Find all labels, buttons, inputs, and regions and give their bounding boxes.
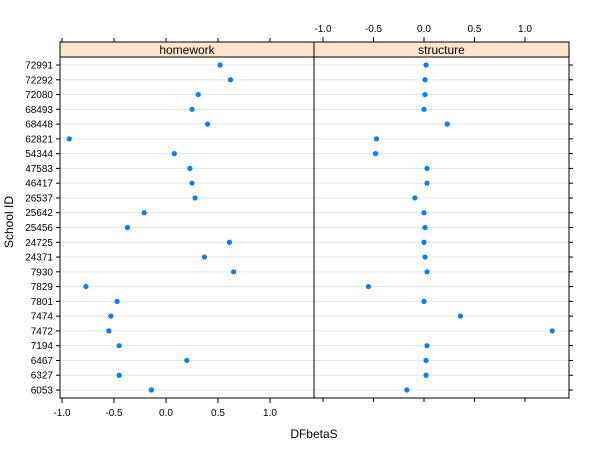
data-point bbox=[421, 298, 427, 304]
data-point bbox=[422, 77, 428, 83]
x-tick-label: 0.0 bbox=[417, 24, 431, 35]
x-tick-label: -1.0 bbox=[53, 408, 71, 419]
y-tick-label: 24725 bbox=[25, 238, 53, 249]
data-point bbox=[192, 195, 198, 201]
data-point bbox=[549, 328, 555, 334]
x-tick-label: -0.5 bbox=[365, 24, 383, 35]
data-point bbox=[116, 343, 122, 349]
y-tick-label: 46417 bbox=[25, 179, 53, 190]
data-point bbox=[83, 283, 89, 290]
data-point bbox=[66, 136, 72, 142]
data-point bbox=[226, 239, 233, 245]
panel-strip-label: structure bbox=[418, 43, 465, 57]
data-point bbox=[187, 165, 193, 172]
y-tick-label: 72292 bbox=[25, 75, 53, 86]
data-point bbox=[422, 224, 428, 231]
data-point bbox=[124, 224, 131, 231]
data-point bbox=[231, 269, 237, 275]
data-point bbox=[148, 387, 155, 393]
data-point bbox=[189, 106, 195, 112]
y-tick-label: 47583 bbox=[25, 164, 53, 175]
data-point bbox=[373, 136, 380, 142]
y-tick-label: 6327 bbox=[31, 371, 54, 382]
panel-strip-label: homework bbox=[159, 43, 215, 57]
panels: homework structure bbox=[59, 41, 570, 399]
data-point bbox=[424, 165, 430, 172]
y-tick-label: 7474 bbox=[31, 312, 54, 323]
data-point bbox=[421, 210, 427, 216]
x-tick-label: -1.0 bbox=[314, 24, 332, 35]
data-point bbox=[422, 254, 428, 260]
data-point bbox=[372, 151, 379, 157]
data-point bbox=[412, 195, 418, 201]
data-point bbox=[217, 62, 223, 68]
data-point bbox=[195, 91, 201, 98]
data-point bbox=[171, 151, 177, 157]
data-point bbox=[141, 210, 147, 216]
data-point bbox=[108, 313, 114, 319]
y-tick-label: 7801 bbox=[31, 297, 54, 308]
data-point bbox=[184, 357, 190, 364]
data-point bbox=[365, 283, 372, 290]
y-tick-label: 62821 bbox=[25, 134, 53, 145]
x-tick-label: 0.5 bbox=[211, 408, 225, 419]
y-tick-label: 54344 bbox=[25, 149, 53, 160]
y-tick-label: 6053 bbox=[31, 386, 54, 397]
data-point bbox=[423, 62, 429, 68]
y-tick-label: 7194 bbox=[31, 341, 54, 352]
y-tick-label: 7930 bbox=[31, 267, 54, 278]
data-point bbox=[227, 77, 234, 83]
y-tick-label: 72080 bbox=[25, 90, 53, 101]
y-tick-label: 72991 bbox=[25, 61, 53, 72]
x-tick-label: 1.0 bbox=[518, 24, 532, 35]
y-tick-label: 68493 bbox=[25, 105, 53, 116]
data-point bbox=[421, 106, 427, 112]
y-tick-label: 25642 bbox=[25, 208, 53, 219]
y-tick-label: 68448 bbox=[25, 120, 53, 131]
y-tick-label: 26537 bbox=[25, 193, 53, 204]
data-point bbox=[424, 269, 430, 275]
x-tick-label: 0.0 bbox=[159, 408, 173, 419]
y-tick-label: 7829 bbox=[31, 282, 54, 293]
data-point bbox=[404, 387, 410, 393]
data-point bbox=[201, 254, 208, 260]
data-point bbox=[106, 328, 112, 334]
x-tick-label: 0.5 bbox=[468, 24, 482, 35]
data-point bbox=[423, 372, 429, 378]
x-tick-label: 1.0 bbox=[263, 408, 277, 419]
x-tick-label: -0.5 bbox=[105, 408, 123, 419]
data-point bbox=[423, 357, 429, 364]
y-tick-label: 6467 bbox=[31, 356, 54, 367]
data-point bbox=[116, 372, 122, 378]
y-tick-label: 24371 bbox=[25, 253, 53, 264]
y-axis-label: School ID bbox=[2, 196, 16, 248]
data-point bbox=[422, 91, 428, 98]
data-point bbox=[114, 298, 120, 304]
data-point bbox=[424, 343, 430, 349]
axes: -1.0 -0.5 0.0 0.5 1.0 -1.0 -0.5 0.0 0.5 1.0 72991 7… bbox=[25, 24, 573, 419]
data-point bbox=[444, 121, 450, 127]
y-tick-label: 7472 bbox=[31, 326, 54, 337]
data-point bbox=[421, 239, 427, 245]
data-point bbox=[457, 313, 463, 319]
data-point bbox=[205, 121, 211, 127]
y-tick-label: 25456 bbox=[25, 223, 53, 234]
data-point bbox=[424, 180, 430, 186]
data-point bbox=[189, 180, 195, 186]
x-axis-label: DFbetaS bbox=[290, 427, 337, 441]
